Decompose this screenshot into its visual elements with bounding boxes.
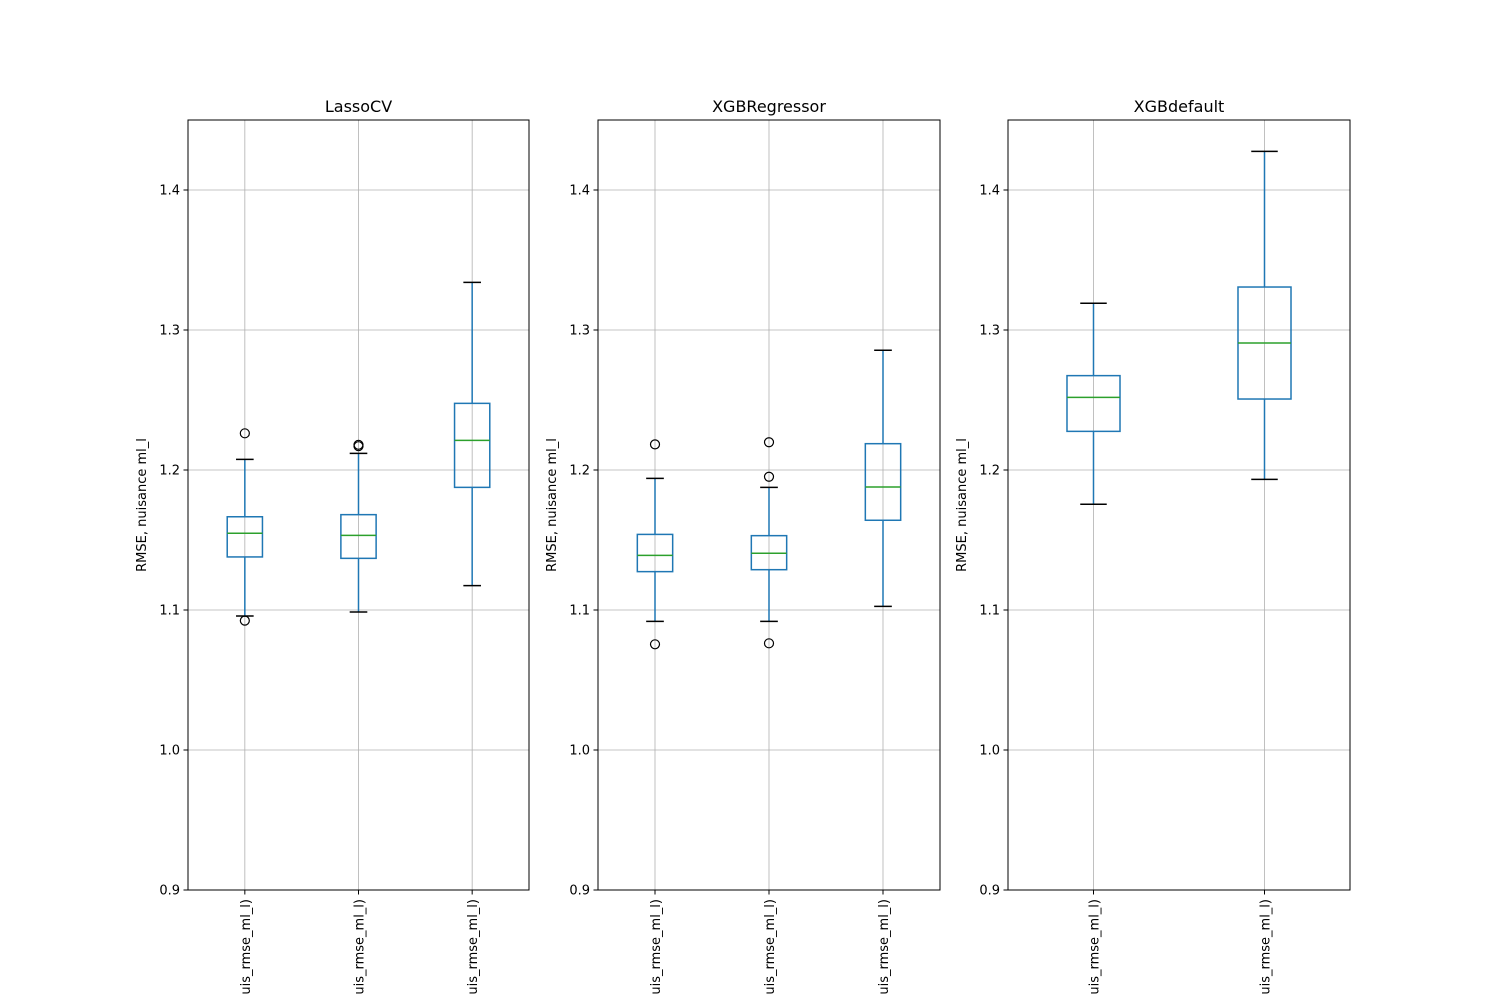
subplot-lassocv: 0.9 1.0 1.1 1.2 1.3 1.4 uis_rmse_ml_l) uis_rmse… [135, 97, 530, 995]
ytick-label: 1.2 [159, 464, 180, 479]
box-3 [453, 281, 491, 587]
xtick-label: uis_rmse_ml_l) [466, 899, 481, 995]
ytick-label: 1.4 [569, 184, 590, 199]
ytick-label: 0.9 [569, 884, 590, 899]
outlier-point [353, 439, 364, 450]
ytick-label: 1.0 [159, 744, 180, 759]
subplot-title: LassoCV [325, 97, 392, 116]
xtick-label: uis_rmse_ml_l) [353, 899, 368, 995]
box-3 [864, 349, 902, 608]
ytick-label: 1.3 [979, 324, 1000, 339]
ytick-label: 1.1 [159, 604, 180, 619]
ytick-label: 0.9 [979, 884, 1000, 899]
y-axis-label: RMSE, nuisance ml_l [955, 438, 970, 572]
outlier-point [763, 638, 775, 649]
xtick-label: uis_rmse_ml_l) [1088, 899, 1103, 995]
subplot-title: XGBRegressor [712, 97, 826, 116]
outlier-point [239, 615, 250, 626]
iqr-box [453, 402, 491, 489]
box-1 [1066, 302, 1121, 506]
outlier-point [239, 428, 250, 439]
iqr-box [340, 513, 377, 560]
ytick-label: 1.2 [979, 464, 1000, 479]
ytick-label: 1.4 [159, 184, 180, 199]
ytick-label: 0.9 [159, 884, 180, 899]
ytick-label: 1.0 [979, 744, 1000, 759]
box-1 [226, 428, 264, 626]
box-2 [750, 437, 788, 649]
outlier-point [763, 437, 775, 448]
outlier-point [649, 639, 661, 650]
ytick-label: 1.3 [569, 324, 590, 339]
iqr-box [636, 533, 674, 573]
ytick-label: 1.3 [159, 324, 180, 339]
box-2 [1237, 150, 1292, 481]
ytick-label: 1.2 [569, 464, 590, 479]
xtick-label: uis_rmse_ml_l) [877, 899, 892, 995]
iqr-box [226, 516, 264, 558]
subplot-xgbdefault: 0.9 1.0 1.1 1.2 1.3 1.4 uis_rmse_ml_l) uis_rmse… [955, 97, 1351, 995]
ytick-label: 1.1 [979, 604, 1000, 619]
box-2 [340, 439, 377, 613]
ytick-label: 1.0 [569, 744, 590, 759]
outlier-point [649, 439, 661, 450]
xtick-label: uis_rmse_ml_l) [649, 899, 664, 995]
box-1 [636, 439, 674, 650]
iqr-box [1066, 374, 1121, 433]
outlier-point [763, 471, 775, 482]
xtick-label: uis_rmse_ml_l) [239, 899, 254, 995]
xtick-label: uis_rmse_ml_l) [1259, 899, 1274, 995]
ytick-label: 1.1 [569, 604, 590, 619]
y-axis-label: RMSE, nuisance ml_l [545, 438, 560, 572]
subplot-title: XGBdefault [1134, 97, 1225, 116]
axes-frame [1007, 119, 1351, 891]
subplot-xgbregressor: 0.9 1.0 1.1 1.2 1.3 1.4 uis_rmse_ml_l) uis_rmse… [545, 97, 941, 995]
xtick-label: uis_rmse_ml_l) [763, 899, 778, 995]
ytick-label: 1.4 [979, 184, 1000, 199]
y-axis-label: RMSE, nuisance ml_l [135, 438, 150, 572]
iqr-box [864, 442, 902, 522]
